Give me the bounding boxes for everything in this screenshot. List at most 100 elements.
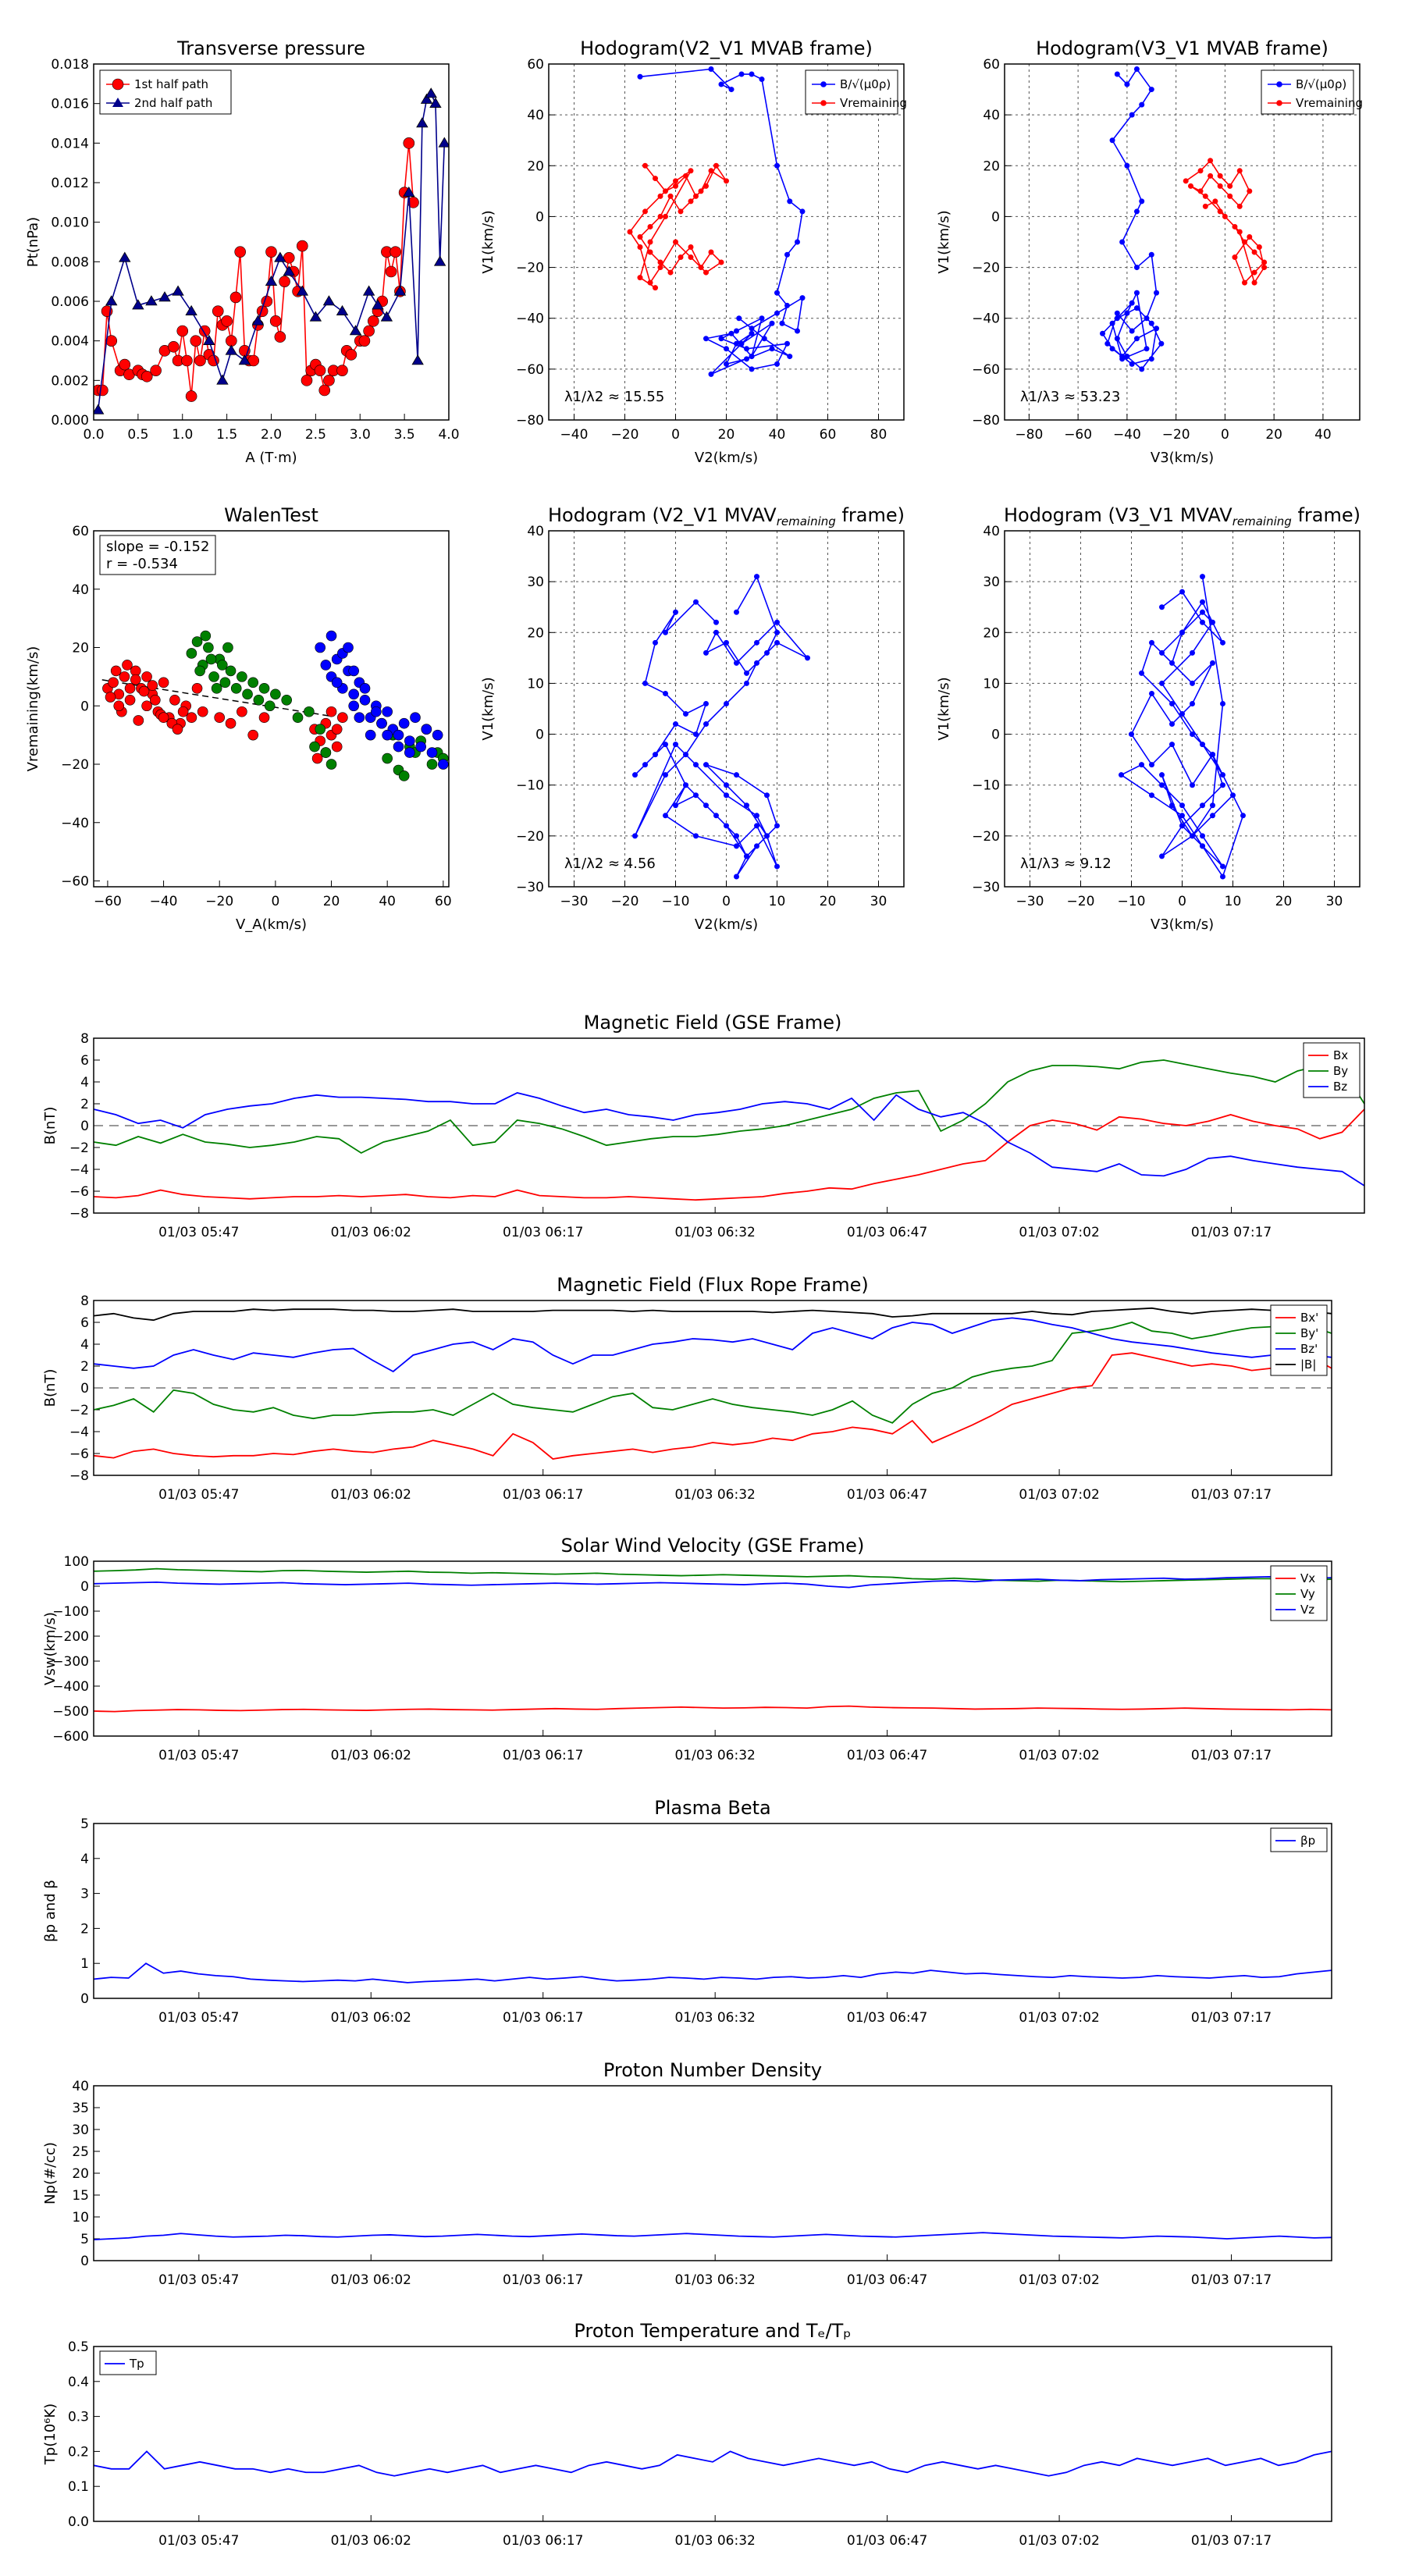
data-point: [1210, 802, 1215, 809]
data-point: [1124, 162, 1130, 169]
data-point: [337, 712, 348, 724]
data-point: [1200, 802, 1205, 809]
y-tick-label: 6: [80, 1053, 89, 1069]
y-tick-label: 100: [64, 1554, 89, 1570]
y-tick-label: 40: [72, 2079, 89, 2094]
data-point: [1217, 183, 1223, 189]
data-point: [1217, 208, 1223, 215]
data-point: [653, 176, 658, 182]
data-point: [1236, 229, 1243, 235]
chart-title: WalenTest: [224, 504, 318, 526]
data-point: [217, 660, 228, 671]
x-tick-label: 1.5: [216, 427, 237, 443]
data-point: [713, 619, 719, 625]
data-point: [279, 276, 290, 287]
y-axis-label: Np(#/cc): [42, 2142, 59, 2204]
data-point: [774, 619, 780, 625]
data-point: [432, 729, 443, 741]
data-point: [1179, 629, 1185, 635]
series-line-0: [93, 2232, 1332, 2241]
time-tick-label: 01/03 06:02: [331, 2010, 411, 2026]
x-tick-label: 0.0: [83, 427, 104, 443]
y-tick-label: −60: [972, 362, 1000, 378]
data-point: [348, 665, 359, 677]
legend-box: [805, 69, 898, 115]
data-point: [1144, 346, 1150, 352]
data-point: [688, 244, 694, 251]
time-tick-label: 01/03 05:47: [158, 2533, 239, 2549]
data-point: [363, 325, 375, 337]
data-point: [688, 254, 694, 261]
data-point: [703, 183, 709, 189]
x-tick-label: 0: [671, 427, 680, 443]
y-tick-label: 40: [983, 108, 1000, 123]
y-tick-label: 40: [72, 582, 89, 598]
data-point: [637, 244, 643, 251]
data-point: [1133, 290, 1140, 296]
y-tick-label: −80: [972, 413, 1000, 429]
data-point: [734, 609, 739, 615]
legend-box: [1303, 1042, 1361, 1098]
data-point: [172, 285, 184, 296]
data-point: [734, 873, 739, 880]
legend-label: Vremaining: [1296, 96, 1363, 110]
data-point: [673, 239, 678, 245]
legend-label: Vz: [1300, 1603, 1314, 1617]
data-point: [274, 251, 286, 262]
data-point: [1200, 599, 1205, 605]
data-point: [1200, 742, 1205, 748]
data-point: [683, 173, 688, 179]
y-tick-label: 4: [80, 1337, 89, 1353]
data-point: [1179, 589, 1185, 595]
x-tick-label: −30: [560, 894, 589, 909]
data-point: [637, 233, 643, 240]
data-point: [320, 747, 332, 758]
y-tick-label: 2: [80, 1921, 89, 1937]
time-tick-label: 01/03 07:17: [1191, 1748, 1272, 1763]
legend-marker: [112, 98, 123, 107]
data-point: [124, 694, 136, 706]
data-point: [229, 291, 242, 304]
data-point: [744, 346, 749, 352]
data-point: [724, 178, 729, 184]
data-point: [1133, 305, 1140, 311]
data-point: [1183, 178, 1189, 184]
data-point: [359, 683, 371, 694]
data-point: [191, 636, 203, 647]
data-point: [1124, 310, 1130, 316]
x-tick-label: 20: [1265, 427, 1282, 443]
y-axis-label: V1(km/s): [480, 677, 496, 740]
data-point: [693, 833, 699, 839]
data-point: [627, 229, 633, 235]
data-point: [421, 724, 432, 735]
data-point: [673, 802, 678, 809]
data-point: [225, 717, 237, 729]
data-point: [247, 729, 259, 741]
y-tick-label: 60: [983, 57, 1000, 73]
plot-area: [1100, 66, 1268, 372]
data-point: [315, 724, 325, 735]
y-tick-label: 0.0: [68, 2514, 89, 2530]
data-point: [637, 275, 643, 281]
data-point: [323, 375, 335, 386]
data-point: [663, 772, 668, 778]
data-point: [168, 340, 180, 353]
y-tick-label: −10: [516, 778, 544, 794]
data-point: [97, 384, 108, 397]
data-point: [703, 336, 709, 342]
data-point: [703, 269, 709, 276]
data-point: [415, 741, 426, 753]
data-point: [1148, 356, 1154, 362]
data-point: [1232, 223, 1238, 229]
data-point: [177, 706, 189, 717]
data-point: [703, 762, 709, 768]
x-tick-label: −20: [205, 894, 233, 909]
data-point: [331, 741, 343, 753]
data-point: [1217, 173, 1223, 179]
data-point: [708, 249, 714, 255]
data-point: [1256, 244, 1262, 251]
data-point: [1190, 700, 1195, 706]
y-tick-label: −2: [69, 1403, 89, 1418]
data-point: [205, 653, 217, 665]
y-tick-label: −200: [52, 1629, 89, 1645]
